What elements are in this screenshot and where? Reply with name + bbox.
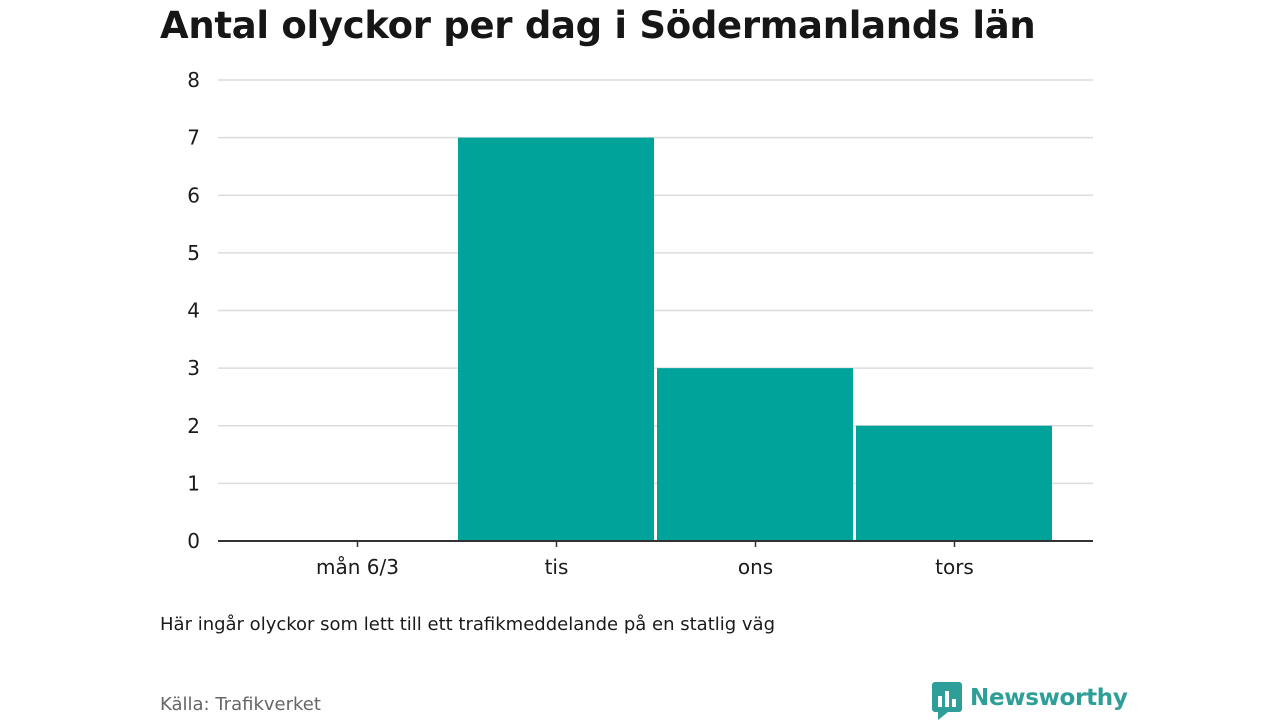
- y-tick-label: 2: [187, 414, 200, 438]
- y-tick-label: 5: [187, 241, 200, 265]
- y-tick-label: 1: [187, 471, 200, 495]
- y-tick-label: 6: [187, 183, 200, 207]
- bar: [856, 425, 1052, 541]
- source-text: Källa: Trafikverket: [160, 694, 321, 715]
- x-tick-label: ons: [738, 555, 773, 579]
- y-tick-label: 0: [187, 529, 200, 553]
- bar: [657, 368, 853, 541]
- y-tick-label: 4: [187, 299, 200, 323]
- chart-title: Antal olyckor per dag i Södermanlands lä…: [160, 4, 1036, 47]
- newsworthy-logo-icon: [932, 682, 962, 724]
- brand-name: Newsworthy: [970, 685, 1128, 711]
- x-tick-label: tors: [935, 555, 974, 579]
- y-tick-label: 8: [187, 68, 200, 92]
- brand-logo: Newsworthy: [932, 682, 1128, 722]
- y-tick-label: 3: [187, 356, 200, 380]
- x-tick-label: tis: [545, 555, 569, 579]
- y-tick-label: 7: [187, 126, 200, 150]
- chart-note: Här ingår olyckor som lett till ett traf…: [160, 614, 776, 635]
- bar: [458, 137, 654, 541]
- x-tick-label: mån 6/3: [316, 555, 399, 579]
